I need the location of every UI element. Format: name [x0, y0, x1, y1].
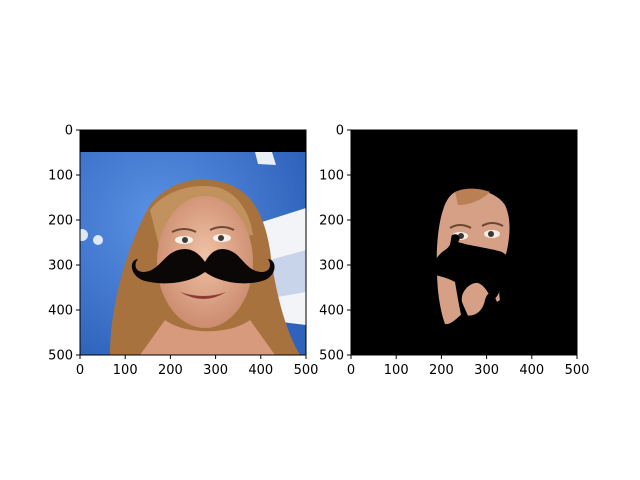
x-tick-label: 0: [347, 363, 355, 378]
right-x-axis: 0 100 200 300 400 500: [347, 355, 590, 378]
right-axes-frame: [350, 129, 578, 356]
y-tick-label: 100: [319, 169, 344, 184]
left-y-axis: 0 100 200 300 400 500: [48, 124, 80, 364]
x-tick-label: 100: [384, 363, 409, 378]
x-tick-label: 0: [76, 363, 84, 378]
right-panel: [350, 129, 578, 356]
x-tick-label: 200: [158, 363, 183, 378]
y-tick-label: 0: [336, 124, 344, 139]
sign-logo: [270, 250, 306, 298]
left-image: [80, 130, 306, 355]
y-tick-label: 400: [319, 304, 344, 319]
y-tick-label: 500: [48, 349, 73, 364]
x-tick-label: 500: [294, 363, 319, 378]
y-tick-label: 300: [319, 259, 344, 274]
right-y-axis: 0 100 200 300 400 500: [319, 124, 351, 364]
y-tick-label: 0: [65, 124, 73, 139]
x-tick-label: 300: [203, 363, 228, 378]
right-image: [351, 130, 577, 355]
mustache-overlay: [131, 249, 275, 284]
x-tick-label: 100: [113, 363, 138, 378]
y-tick-label: 100: [48, 169, 73, 184]
y-tick-label: 200: [319, 214, 344, 229]
sign-dot: [80, 229, 88, 241]
left-panel: [79, 129, 307, 356]
mustache-occlusion: [430, 234, 518, 336]
x-tick-label: 200: [429, 363, 454, 378]
y-tick-label: 300: [48, 259, 73, 274]
left-x-axis: 0 100 200 300 400 500: [76, 355, 319, 378]
segmented-hair: [455, 188, 490, 205]
y-tick-label: 500: [319, 349, 344, 364]
sign-dot: [93, 235, 103, 245]
neck: [140, 320, 275, 355]
mouth: [180, 292, 226, 299]
y-tick-label: 400: [48, 304, 73, 319]
left-axes-frame: [79, 129, 307, 356]
x-tick-label: 400: [248, 363, 273, 378]
x-tick-label: 400: [519, 363, 544, 378]
x-tick-label: 500: [565, 363, 590, 378]
y-tick-label: 200: [48, 214, 73, 229]
sign-shape: [255, 152, 276, 165]
mask-band: [80, 130, 306, 152]
x-tick-label: 300: [474, 363, 499, 378]
